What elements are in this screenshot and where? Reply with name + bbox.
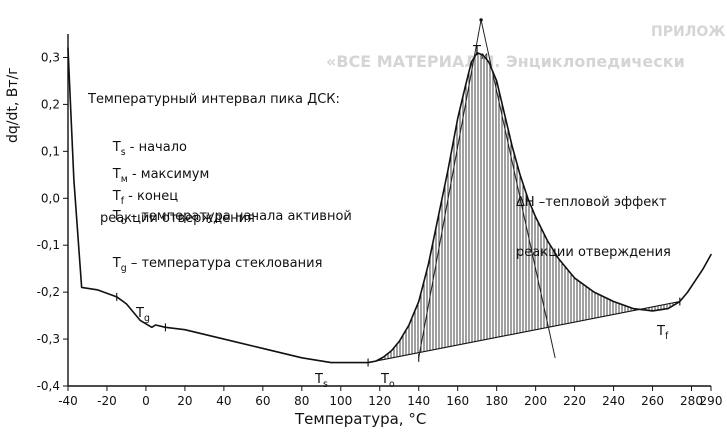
legend-tf-subscript: f xyxy=(120,195,125,207)
x-tick-label-14: 240 xyxy=(602,394,625,408)
x-tick-label-11: 180 xyxy=(485,394,508,408)
series-layer xyxy=(67,19,712,364)
x-tick-label-15: 260 xyxy=(641,394,664,408)
heat-effect-line-1: ΔH –тепловой эффект xyxy=(516,194,667,210)
x-tick-label-2: 0 xyxy=(142,394,150,408)
tick-layer: -40 -20 0 20 40 60 80 100 120 140 160 180 200 220 240 2… xyxy=(37,50,723,408)
x-tick-label-3: 20 xyxy=(177,394,192,408)
to-point-symbol: T xyxy=(381,372,389,387)
y-tick-label-4: 0,0 xyxy=(41,191,60,205)
ts-point-symbol: T xyxy=(315,372,323,387)
tm-point-symbol: T xyxy=(473,44,481,59)
background-watermark-2: «ВСЕ МАТЕРИАЛЫ. Энциклопедически xyxy=(326,52,685,71)
tm-point-label: Tм xyxy=(473,44,489,62)
ts-point-subscript: s xyxy=(322,379,328,390)
y-tick-label-5: 0,1 xyxy=(41,144,60,158)
legend-tm-subscript: м xyxy=(120,173,128,185)
x-tick-label-6: 80 xyxy=(294,394,309,408)
to-point-subscript: o xyxy=(388,379,395,390)
legend-ts-line: Ts - начало xyxy=(88,123,187,173)
legend-ts-text: - начало xyxy=(125,139,187,155)
legend-tg-line: Tg – температура стеклования xyxy=(88,239,323,289)
x-tick-label-17: 290 xyxy=(700,394,723,408)
legend-to-line: To – температура начала активной xyxy=(88,192,352,242)
legend-tm-text: - максимум xyxy=(127,166,210,182)
legend-tg-subscript: g xyxy=(120,262,127,274)
y-tick-label-2: -0,2 xyxy=(37,285,60,299)
tf-point-subscript: f xyxy=(664,331,669,342)
tangent-line-1 xyxy=(480,19,556,358)
tangent-line-0 xyxy=(418,19,482,358)
axes-layer xyxy=(67,34,711,387)
heat-effect-label: ΔH –тепловой эффект реакции отверждения xyxy=(516,161,671,296)
y-axis-label: dq/dt, Вт/г xyxy=(5,67,21,143)
x-tick-label-16: 280 xyxy=(680,394,703,408)
tangent-peak-marker xyxy=(479,18,483,22)
legend-title: Температурный интервал пика ДСК: xyxy=(88,92,340,107)
y-tick-label-7: 0,3 xyxy=(41,50,60,64)
legend-box: Температурный интервал пика ДСК: Ts - на… xyxy=(88,92,388,274)
legend-ts-symbol: T xyxy=(112,139,121,155)
x-tick-label-13: 220 xyxy=(563,394,586,408)
dsc-curve xyxy=(67,47,712,364)
legend-to-symbol: T xyxy=(112,208,121,224)
heat-effect-line-2: реакции отверждения xyxy=(516,245,671,261)
legend-tg-text: – температура стеклования xyxy=(126,255,323,271)
tf-point-symbol: T xyxy=(657,324,665,339)
x-tick-label-4: 40 xyxy=(216,394,231,408)
x-tick-label-7: 100 xyxy=(329,394,352,408)
legend-to-subscript: o xyxy=(120,215,127,227)
legend-to-text: – температура начала активной xyxy=(126,208,352,224)
tg-point-subscript: g xyxy=(143,313,150,324)
x-tick-label-12: 200 xyxy=(524,394,547,408)
y-tick-label-3: -0,1 xyxy=(37,238,60,252)
legend-tm-line: Tм - максимум xyxy=(88,150,210,200)
x-tick-label-5: 60 xyxy=(255,394,270,408)
tg-point-label: Tg xyxy=(136,306,150,324)
ts-point-label: Ts xyxy=(315,372,328,390)
legend-tf-text: - конец xyxy=(124,188,179,204)
y-tick-label-0: -0,4 xyxy=(37,379,60,393)
x-tick-label-0: -40 xyxy=(58,394,78,408)
y-tick-label-6: 0,2 xyxy=(41,97,60,111)
to-point-label: To xyxy=(381,372,395,390)
legend-tm-symbol: T xyxy=(112,166,121,182)
y-tick-label-1: -0,3 xyxy=(37,332,60,346)
heat-effect-area xyxy=(368,52,680,363)
legend-tf-line: Tf - конец xyxy=(88,172,178,222)
x-tick-label-10: 160 xyxy=(446,394,469,408)
legend-ts-subscript: s xyxy=(120,146,126,158)
tm-point-subscript: м xyxy=(480,51,489,62)
tf-point-label: Tf xyxy=(657,324,669,342)
background-watermark-1: ПРИЛОЖ xyxy=(651,24,726,40)
marker-layer xyxy=(116,18,681,367)
x-tick-label-1: -20 xyxy=(97,394,117,408)
legend-tg-symbol: T xyxy=(112,255,121,271)
legend-to-continuation: реакции отверждения xyxy=(100,211,255,226)
x-tick-label-8: 120 xyxy=(368,394,391,408)
legend-tf-symbol: T xyxy=(112,188,121,204)
x-tick-label-9: 140 xyxy=(407,394,430,408)
tg-point-symbol: T xyxy=(136,306,144,321)
x-axis-label: Температура, °C xyxy=(295,410,427,428)
